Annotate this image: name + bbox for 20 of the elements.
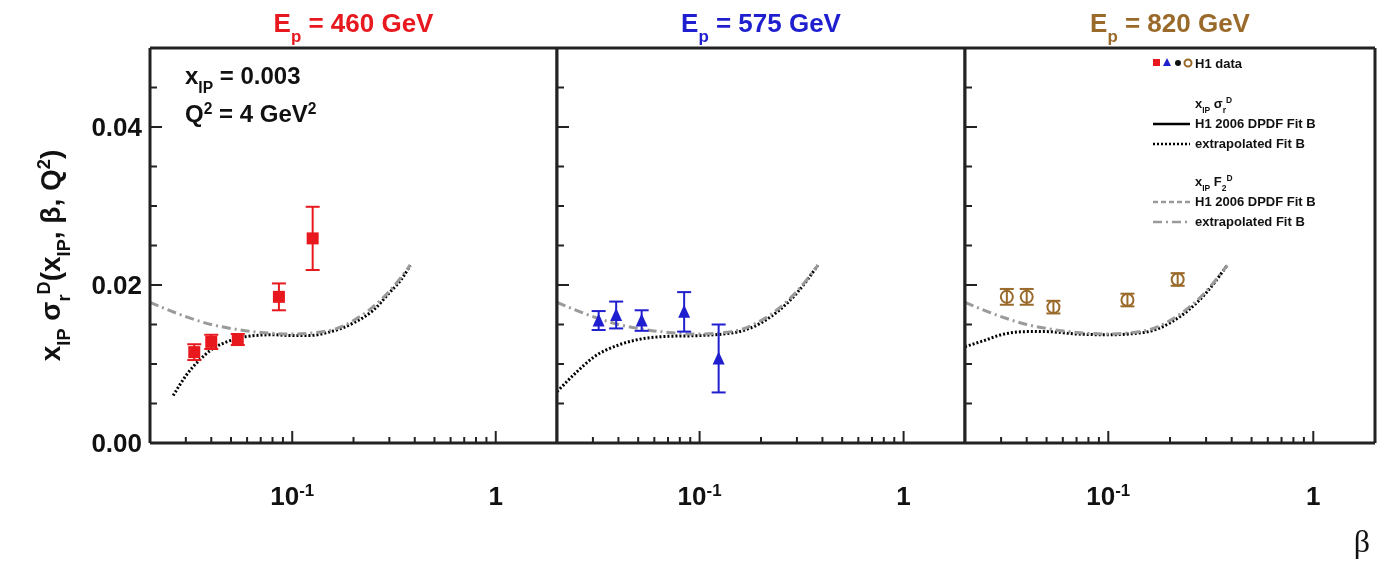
annotation: H1 2006 DPDF Fit B [1195,116,1316,131]
y-tick-label: 0.00 [91,428,142,458]
legend-label: extrapolated Fit B [1195,214,1305,229]
legend-label: H1 data [1195,56,1243,71]
chart-title: E$_{p}$ = 575 GeV [681,8,842,46]
annotation: H1 2006 DPDF Fit B [1195,194,1316,209]
x-tick-label: 1 [1306,481,1321,511]
annotation: Q$^{2}$ = 4 GeV$^{2}$ [185,99,317,127]
chart-title: E$_{p}$ = 820 GeV [1090,8,1251,46]
x-axis-title: β [1353,523,1370,559]
x-tick-label: 10$^{-1}$ [677,480,722,511]
x-tick-label: 1 [488,481,503,511]
x-tick-label: 10$^{-1}$ [1086,480,1131,511]
x-tick-label: 10$^{-1}$ [270,480,315,511]
x-tick-label: 1 [896,481,911,511]
annotation: x$_{IP}$ = 0.003 [185,62,301,96]
y-tick-label: 0.04 [91,112,143,142]
chart-title: E$_{p}$ = 460 GeV [273,8,435,46]
y-tick-label: 0.02 [91,270,142,300]
legend-label: extrapolated Fit B [1195,136,1305,151]
